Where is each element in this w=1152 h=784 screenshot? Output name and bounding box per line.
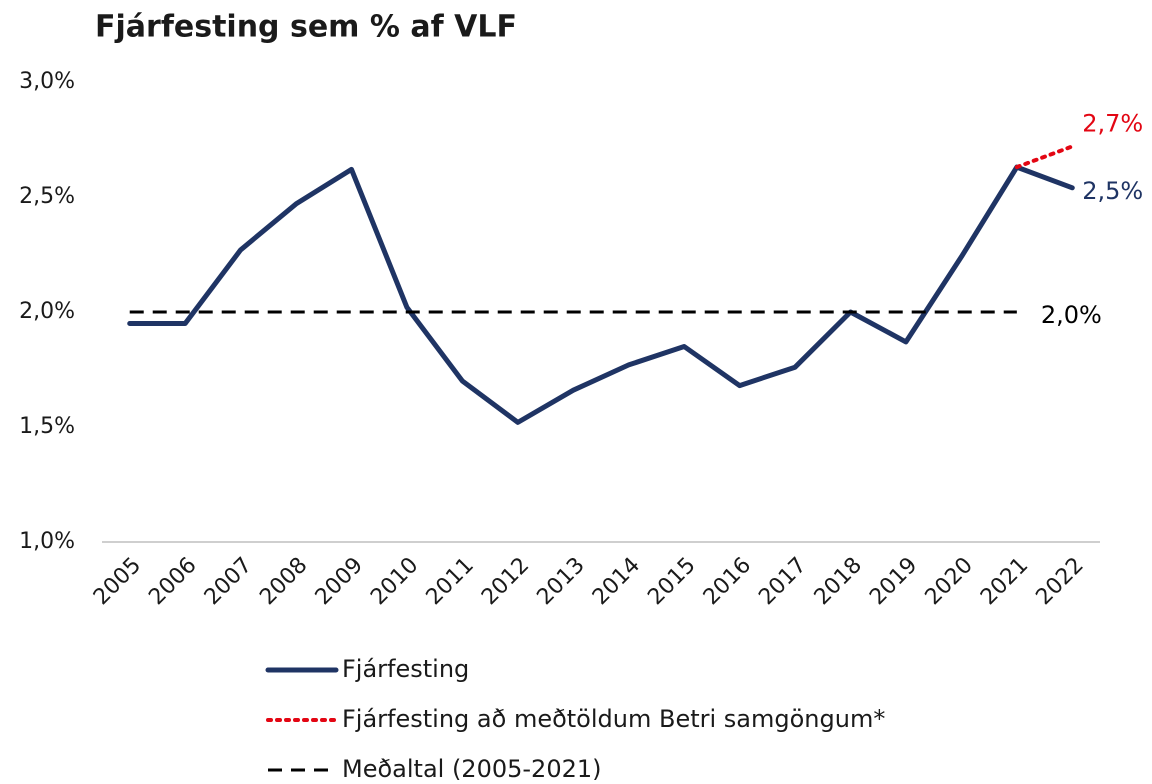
x-tick-label: 2008 bbox=[255, 553, 312, 610]
y-tick-label: 1,5% bbox=[19, 414, 75, 439]
y-tick-label: 3,0% bbox=[19, 69, 75, 94]
x-tick-label: 2012 bbox=[477, 553, 534, 610]
x-tick-label: 2010 bbox=[366, 553, 423, 610]
x-tick-label: 2020 bbox=[921, 553, 978, 610]
chart-title: Fjárfesting sem % af VLF bbox=[95, 10, 517, 45]
data-label: 2,7% bbox=[1082, 109, 1143, 137]
data-label: 2,5% bbox=[1082, 177, 1143, 205]
x-tick-label: 2015 bbox=[643, 553, 700, 610]
x-tick-label: 2007 bbox=[200, 553, 257, 610]
x-tick-label: 2016 bbox=[699, 553, 756, 610]
y-tick-label: 1,0% bbox=[19, 529, 75, 554]
x-tick-label: 2017 bbox=[754, 553, 811, 610]
x-tick-label: 2022 bbox=[1031, 553, 1088, 610]
series-line bbox=[1014, 144, 1075, 170]
x-tick-label: 2013 bbox=[532, 553, 589, 610]
x-tick-label: 2014 bbox=[588, 553, 645, 610]
x-tick-label: 2011 bbox=[422, 553, 479, 610]
legend-label: Fjárfesting að meðtöldum Betri samgöngum… bbox=[342, 705, 885, 733]
x-tick-label: 2019 bbox=[865, 553, 922, 610]
x-tick-label: 2005 bbox=[89, 553, 146, 610]
data-label: 2,0% bbox=[1041, 301, 1102, 329]
y-tick-label: 2,5% bbox=[19, 184, 75, 209]
x-tick-label: 2021 bbox=[976, 553, 1033, 610]
x-tick-label: 2018 bbox=[810, 553, 867, 610]
x-tick-label: 2009 bbox=[311, 553, 368, 610]
legend-label: Fjárfesting bbox=[342, 655, 469, 683]
legend-label: Meðaltal (2005-2021) bbox=[342, 755, 602, 783]
y-tick-label: 2,0% bbox=[19, 299, 75, 324]
series-line bbox=[127, 164, 1075, 425]
x-tick-label: 2006 bbox=[144, 553, 201, 610]
